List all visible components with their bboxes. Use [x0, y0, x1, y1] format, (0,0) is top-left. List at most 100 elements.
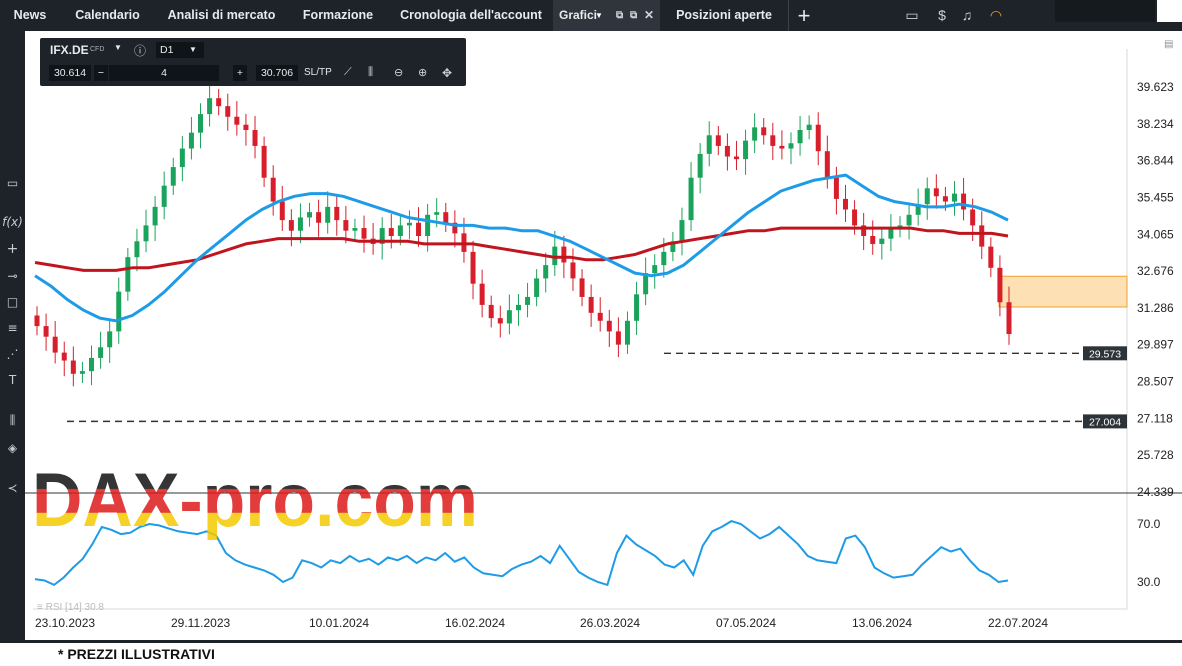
moving-average-fast	[34, 173, 1009, 323]
candle-body	[733, 156, 739, 160]
candle-body	[815, 124, 821, 152]
price-chart-svg[interactable]: 39.623 38.234 36.844 35.455 34.065 32.676 31.2…	[25, 31, 1182, 640]
tab-formazione[interactable]: Formazione	[302, 8, 374, 22]
top-nav-bar: News Calendario Analisi di mercato Forma…	[0, 0, 1182, 31]
ask-price[interactable]: 30.706	[256, 65, 298, 81]
quantity-input[interactable]: 4	[109, 65, 219, 81]
candle-body	[752, 127, 758, 141]
rsi-line	[34, 520, 1009, 587]
tab-grafici-label: Grafici	[559, 8, 598, 22]
candle-body	[661, 251, 667, 266]
sltp-button[interactable]: SL/TP	[304, 67, 332, 78]
time-axis-label: 22.07.2024	[988, 616, 1048, 630]
layout-icon[interactable]: ▭	[905, 7, 919, 23]
chart-area[interactable]: 39.623 38.234 36.844 35.455 34.065 32.676 31.2…	[25, 31, 1182, 640]
price-axis-label: 36.844	[1137, 154, 1174, 168]
quantity-plus-button[interactable]: +	[233, 65, 247, 81]
candle-body	[98, 347, 104, 358]
candle-body	[270, 177, 276, 202]
time-axis-label: 07.05.2024	[716, 616, 776, 630]
fibonacci-icon[interactable]: ≡	[7, 321, 18, 335]
tab-calendario[interactable]: Calendario	[75, 8, 140, 22]
tab-divider	[788, 0, 789, 31]
candle-body	[697, 153, 703, 178]
time-axis-label: 29.11.2023	[171, 616, 230, 630]
chevron-down-icon[interactable]: ▼	[595, 11, 603, 20]
candle-body	[997, 267, 1003, 303]
info-icon[interactable]: ⓘ	[134, 44, 147, 58]
candle-body	[425, 214, 431, 236]
watermark-svg: DAX-pro.com	[32, 458, 478, 543]
candle-body	[243, 124, 249, 131]
time-axis-label: 16.02.2024	[445, 616, 505, 630]
tab-news[interactable]: News	[13, 8, 47, 22]
pitchfork-icon[interactable]: ⋰	[6, 347, 19, 361]
tab-analisi[interactable]: Analisi di mercato	[167, 8, 276, 22]
rectangle-tool-icon[interactable]: □	[6, 295, 19, 309]
crosshair-icon[interactable]: +	[6, 241, 19, 257]
timeframe-dropdown-icon[interactable]: ▼	[189, 45, 197, 54]
wifi-icon: ◠	[989, 7, 1003, 23]
candle-body	[688, 177, 694, 221]
candle-body	[134, 241, 140, 258]
text-tool-icon[interactable]: T	[8, 373, 17, 387]
zoom-out-icon[interactable]: ⊖	[394, 67, 404, 79]
support-level-badge	[1083, 346, 1127, 361]
tab-grafici[interactable]: Grafici ▼ ⧉ ⧉ ✕	[553, 0, 660, 31]
popout-icon[interactable]: ⧉	[616, 10, 624, 21]
share-icon[interactable]: ≺	[7, 481, 18, 495]
bottom-divider	[0, 640, 1182, 643]
candle-body	[624, 320, 630, 345]
candle-body	[561, 246, 567, 263]
candle-body	[842, 198, 848, 210]
price-axis-label: 25.728	[1137, 448, 1174, 462]
plus-icon[interactable]: +	[797, 3, 811, 28]
candle-body	[634, 294, 640, 321]
function-icon[interactable]: f(x)	[2, 215, 23, 229]
symbol-dropdown-icon[interactable]: ▼	[114, 43, 122, 52]
bell-icon[interactable]: ♫	[961, 7, 973, 23]
price-axis-label: 29.897	[1137, 338, 1174, 352]
duplicate-icon[interactable]: ⧉	[630, 10, 638, 21]
chart-window-icon[interactable]: ▭	[6, 176, 19, 190]
chart-menu-icon[interactable]: ▤	[1164, 39, 1173, 50]
tab-posizioni[interactable]: Posizioni aperte	[676, 8, 772, 22]
candle-body	[879, 238, 885, 244]
symbol-name[interactable]: IFX.DE	[50, 43, 89, 57]
trade-toolbar: IFX.DE CFD ▼ ⓘ D1 ▼ 30.614 − 4 + 30.706 …	[40, 38, 466, 86]
close-icon[interactable]: ✕	[644, 8, 655, 22]
candle-body	[543, 265, 549, 279]
candle-body	[61, 352, 67, 361]
price-axis-label: 34.065	[1137, 227, 1174, 241]
tab-cronologia[interactable]: Cronologia dell'account	[400, 8, 542, 22]
candlestick-icon[interactable]: ⫼	[368, 66, 374, 78]
rsi-axis-label: 30.0	[1137, 575, 1161, 589]
candle-body	[743, 140, 749, 160]
account-box[interactable]	[1055, 0, 1155, 22]
quantity-minus-button[interactable]: −	[94, 65, 108, 81]
candle-body	[316, 212, 322, 223]
layers-icon[interactable]: ◈	[7, 441, 18, 455]
time-axis-label: 23.10.2023	[35, 616, 95, 630]
price-alert-icon[interactable]: $	[938, 7, 946, 23]
timeframe-select[interactable]: D1	[156, 42, 204, 58]
candle-body	[416, 222, 422, 236]
bid-price[interactable]: 30.614	[49, 65, 91, 81]
price-axis-label: 28.507	[1137, 375, 1174, 389]
indicators-icon[interactable]: ⫼	[9, 413, 16, 427]
line-chart-icon[interactable]: ⟋	[344, 66, 352, 78]
line-tool-icon[interactable]: ⊸	[7, 269, 18, 283]
candle-body	[942, 196, 948, 202]
candle-body	[261, 145, 267, 178]
zoom-in-icon[interactable]: ⊕	[418, 67, 428, 79]
candle-body	[861, 225, 867, 236]
candle-body	[107, 331, 113, 348]
price-axis-label: 35.455	[1137, 190, 1174, 204]
candle-body	[761, 127, 767, 136]
candle-body	[361, 228, 367, 239]
move-icon[interactable]: ✥	[442, 66, 453, 80]
candle-body	[216, 98, 222, 107]
price-axis-label: 39.623	[1137, 80, 1174, 94]
candle-body	[488, 304, 494, 319]
candle-body	[979, 225, 985, 247]
